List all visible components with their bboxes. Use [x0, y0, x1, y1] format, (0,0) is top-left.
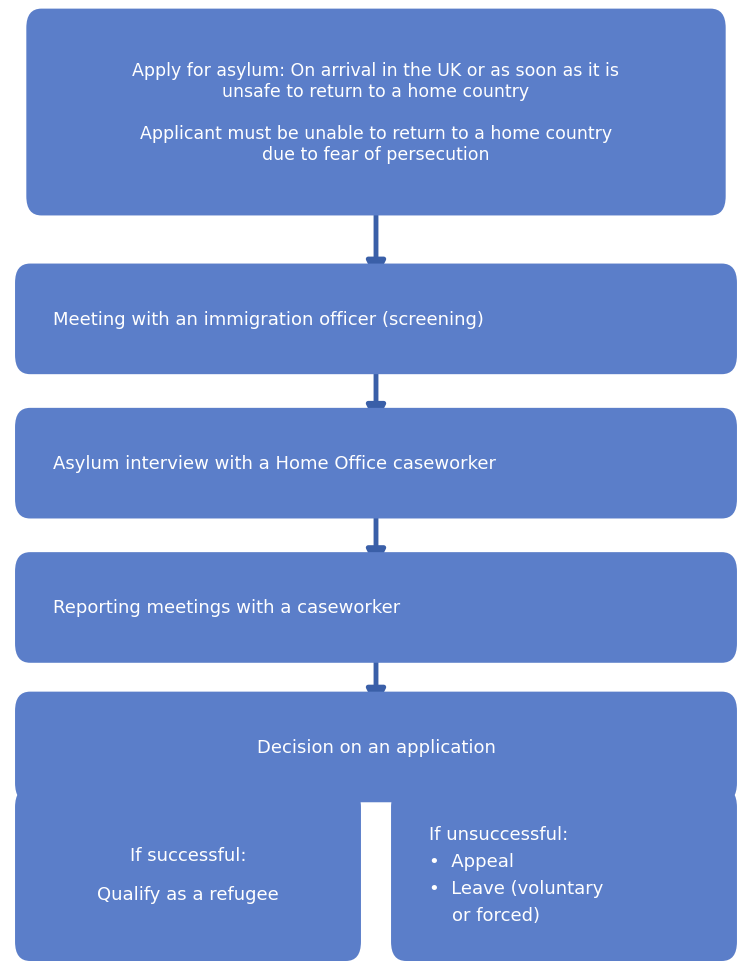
Text: Qualify as a refugee: Qualify as a refugee	[97, 885, 279, 902]
Text: Decision on an application: Decision on an application	[256, 738, 496, 756]
Text: Apply for asylum: On arrival in the UK or as soon as it is: Apply for asylum: On arrival in the UK o…	[132, 62, 620, 80]
FancyBboxPatch shape	[15, 788, 361, 961]
FancyBboxPatch shape	[26, 10, 726, 216]
Text: Reporting meetings with a caseworker: Reporting meetings with a caseworker	[53, 599, 400, 617]
Text: unsafe to return to a home country: unsafe to return to a home country	[223, 83, 529, 101]
FancyBboxPatch shape	[15, 553, 737, 663]
Text: If unsuccessful:: If unsuccessful:	[429, 825, 568, 843]
FancyBboxPatch shape	[15, 264, 737, 375]
FancyBboxPatch shape	[391, 788, 737, 961]
Text: •  Appeal: • Appeal	[429, 852, 514, 870]
FancyBboxPatch shape	[15, 408, 737, 519]
Text: Asylum interview with a Home Office caseworker: Asylum interview with a Home Office case…	[53, 455, 496, 473]
Text: due to fear of persecution: due to fear of persecution	[262, 146, 490, 164]
Text: •  Leave (voluntary: • Leave (voluntary	[429, 879, 603, 897]
Text: If successful:: If successful:	[130, 847, 246, 864]
Text: Applicant must be unable to return to a home country: Applicant must be unable to return to a …	[140, 125, 612, 143]
FancyBboxPatch shape	[15, 692, 737, 802]
Text: or forced): or forced)	[429, 906, 540, 924]
Text: Meeting with an immigration officer (screening): Meeting with an immigration officer (scr…	[53, 310, 484, 329]
